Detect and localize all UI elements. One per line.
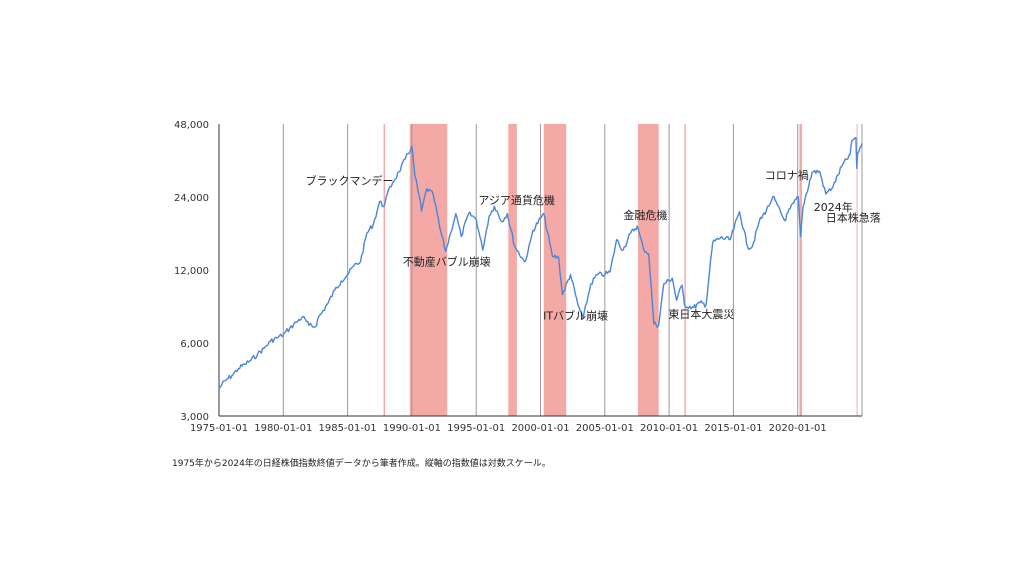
shaded-period-3	[543, 124, 567, 416]
axes: 1975-01-01 1980-01-01 1985-01-01 1990-01-01…	[174, 120, 862, 434]
shaded-period-6	[799, 124, 802, 416]
shaded-period-4	[637, 124, 659, 416]
series-layer	[218, 136, 863, 389]
annotation-label: 東日本大震災	[668, 307, 734, 321]
y-tick-label: 24,000	[174, 193, 209, 204]
annotation-label: コロナ禍	[765, 168, 809, 182]
x-tick-label: 2005-01-01	[576, 423, 634, 434]
x-tick-label: 2020-01-01	[769, 423, 827, 434]
chart-caption: 1975年から2024年の日経株価指数終値データから筆者作成。縦軸の指数値は対数…	[172, 457, 551, 469]
annotation-label: アジア通貨危機	[478, 193, 555, 207]
annotation-label: 日本株急落	[826, 211, 881, 225]
vertical-gridlines	[218, 124, 863, 416]
y-tick-label: 3,000	[180, 412, 209, 423]
x-tick-label: 1995-01-01	[447, 423, 505, 434]
series-line	[218, 136, 863, 389]
x-tick-label: 2015-01-01	[704, 423, 762, 434]
x-tick-label: 1980-01-01	[254, 423, 312, 434]
x-tick-label: 2000-01-01	[511, 423, 569, 434]
shaded-period-0	[383, 124, 386, 416]
annotation-label: ITバブル崩壊	[543, 308, 608, 322]
shaded-period-2	[508, 124, 517, 416]
annotation-label: 金融危機	[623, 208, 667, 222]
x-tick-label: 1975-01-01	[190, 423, 248, 434]
shaded-periods	[383, 124, 858, 416]
y-tick-label: 6,000	[180, 339, 209, 350]
annotation-label: 2024年	[814, 200, 853, 214]
shaded-period-5	[684, 124, 686, 416]
x-tick-label: 2010-01-01	[640, 423, 698, 434]
annotation-label: 不動産バブル崩壊	[403, 255, 491, 269]
shaded-period-1	[409, 124, 448, 416]
x-tick-label: 1985-01-01	[319, 423, 377, 434]
x-tick-label: 1990-01-01	[383, 423, 441, 434]
y-tick-label: 48,000	[174, 120, 209, 131]
annotation-label: ブラックマンデー	[306, 174, 394, 188]
y-tick-label: 12,000	[174, 266, 209, 277]
shaded-period-7	[856, 124, 858, 416]
